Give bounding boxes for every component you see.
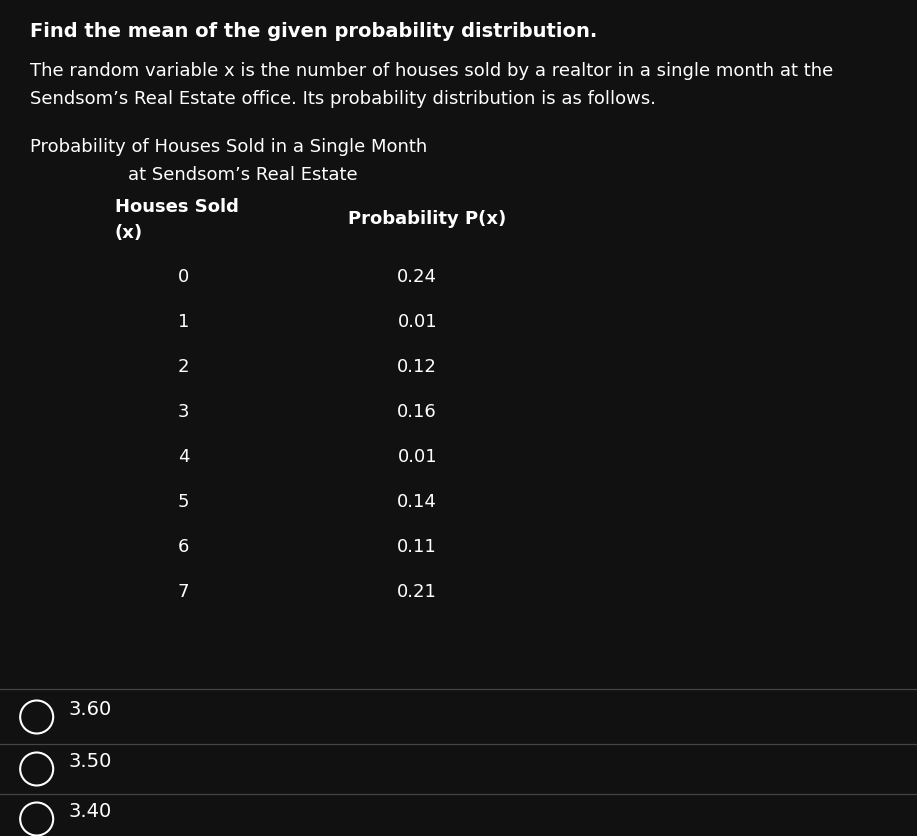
Text: 0: 0: [178, 268, 189, 286]
Text: 0.11: 0.11: [397, 538, 437, 555]
Text: Find the mean of the given probability distribution.: Find the mean of the given probability d…: [30, 22, 598, 41]
Text: The random variable x is the number of houses sold by a realtor in a single mont: The random variable x is the number of h…: [30, 62, 834, 80]
Text: 6: 6: [178, 538, 189, 555]
Text: 4: 4: [178, 447, 189, 466]
Text: 2: 2: [178, 358, 189, 375]
Text: 5: 5: [178, 492, 189, 511]
Text: Probability of Houses Sold in a Single Month: Probability of Houses Sold in a Single M…: [30, 138, 427, 155]
Text: Houses Sold: Houses Sold: [115, 198, 238, 216]
Text: 0.01: 0.01: [397, 447, 437, 466]
Text: 3.50: 3.50: [69, 751, 112, 770]
Text: 1: 1: [178, 313, 189, 330]
Text: 0.24: 0.24: [397, 268, 437, 286]
Text: 0.16: 0.16: [397, 402, 437, 421]
Text: at Sendsom’s Real Estate: at Sendsom’s Real Estate: [128, 166, 358, 184]
Text: (x): (x): [115, 224, 143, 242]
Text: Probability P(x): Probability P(x): [348, 210, 507, 227]
Text: Sendsom’s Real Estate office. Its probability distribution is as follows.: Sendsom’s Real Estate office. Its probab…: [30, 90, 657, 108]
Text: 3: 3: [178, 402, 189, 421]
Text: 0.14: 0.14: [397, 492, 437, 511]
Text: 0.01: 0.01: [397, 313, 437, 330]
Text: 3.60: 3.60: [69, 699, 112, 718]
Text: 0.21: 0.21: [397, 583, 437, 600]
Text: 0.12: 0.12: [397, 358, 437, 375]
Text: 7: 7: [178, 583, 189, 600]
Text: 3.40: 3.40: [69, 801, 112, 820]
